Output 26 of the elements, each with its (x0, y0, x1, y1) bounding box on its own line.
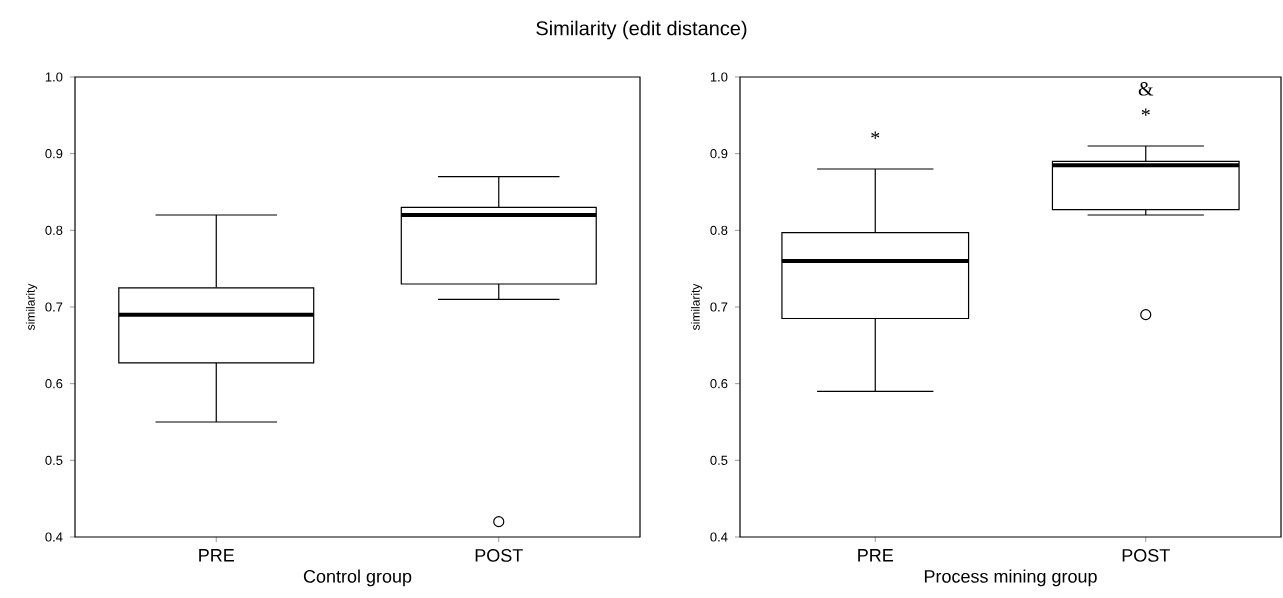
y-tick-label: 0.5 (710, 455, 728, 465)
y-tick-label: 0.4 (45, 532, 63, 542)
y-axis-title: similarity (690, 283, 703, 330)
y-tick-label: 0.6 (710, 379, 728, 389)
y-tick-label: 0.5 (45, 455, 63, 465)
y-tick-label: 0.7 (45, 302, 63, 312)
annotation: * (1141, 108, 1150, 116)
x-axis-title: Control group (303, 569, 412, 587)
x-tick-label: POST (475, 549, 523, 562)
x-axis-title: Process mining group (924, 569, 1097, 587)
y-axis-title: similarity (25, 283, 38, 330)
x-tick-label: POST (1122, 549, 1170, 562)
y-tick-label: 1.0 (710, 72, 728, 82)
annotation: & (1138, 82, 1154, 96)
annotation: * (871, 131, 880, 139)
y-tick-label: 0.6 (45, 379, 63, 389)
y-tick-label: 0.8 (45, 225, 63, 235)
y-tick-label: 1.0 (45, 72, 63, 82)
y-tick-label: 0.9 (710, 149, 728, 159)
y-tick-label: 0.9 (45, 149, 63, 159)
y-tick-label: 0.4 (710, 532, 728, 542)
y-tick-label: 0.8 (710, 225, 728, 235)
x-tick-label: PRE (858, 549, 893, 562)
x-tick-label: PRE (199, 549, 234, 562)
y-tick-label: 0.7 (710, 302, 728, 312)
chart-title: Similarity (edit distance) (536, 20, 747, 40)
